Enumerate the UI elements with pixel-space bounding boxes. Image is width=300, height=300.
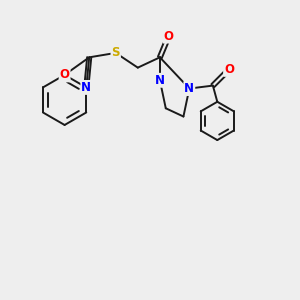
Text: S: S	[112, 46, 120, 59]
Text: O: O	[164, 30, 174, 43]
Text: N: N	[184, 82, 194, 95]
Text: N: N	[155, 74, 165, 87]
Text: O: O	[60, 68, 70, 81]
Text: O: O	[224, 63, 234, 76]
Text: N: N	[81, 81, 91, 94]
